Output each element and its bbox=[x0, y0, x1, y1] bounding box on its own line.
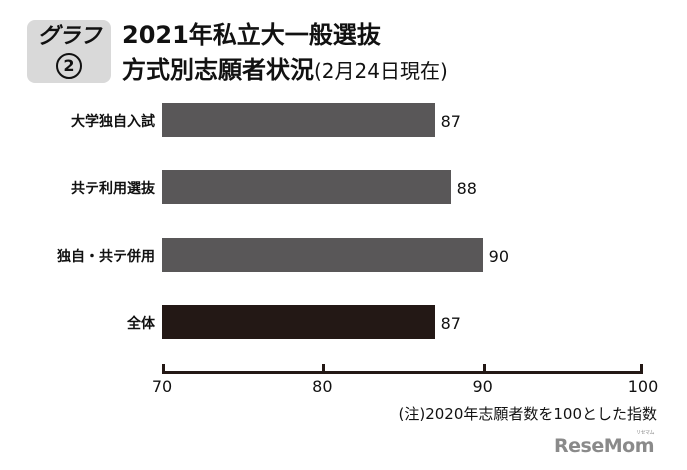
logo-kana: リセマム bbox=[635, 430, 655, 436]
category-label: 独自・共テ併用 bbox=[57, 249, 155, 265]
chart-title-main: 方式別志願者状況 bbox=[122, 56, 314, 84]
x-tick-label: 70 bbox=[151, 377, 173, 396]
resemom-logo: ReseMom リセマム bbox=[554, 430, 654, 457]
category-label: 全体 bbox=[127, 316, 155, 332]
x-tick bbox=[482, 364, 486, 373]
bar bbox=[162, 170, 451, 204]
bar bbox=[162, 238, 483, 272]
value-label: 88 bbox=[456, 179, 477, 198]
bar bbox=[162, 103, 435, 137]
chart-title-date: (2月24日現在) bbox=[314, 59, 448, 83]
value-label: 87 bbox=[440, 112, 461, 131]
x-axis bbox=[162, 371, 643, 374]
bar bbox=[162, 305, 435, 339]
x-tick bbox=[162, 364, 165, 373]
x-tick-label: 90 bbox=[472, 377, 493, 396]
category-label: 共テ利用選抜 bbox=[71, 181, 155, 197]
graph-badge: グラフ 2 bbox=[27, 20, 111, 83]
chart-title-line2: 方式別志願者状況(2月24日現在) bbox=[122, 55, 448, 86]
footnote: (注)2020年志願者数を100とした指数 bbox=[398, 405, 657, 423]
value-label: 90 bbox=[488, 247, 510, 266]
chart-title-line1: 2021年私立大一般選抜 bbox=[122, 21, 381, 49]
x-tick-label: 80 bbox=[312, 377, 333, 396]
x-tick-label: 100 bbox=[627, 377, 659, 396]
logo-text: ReseMom bbox=[554, 435, 654, 457]
badge-number: 2 bbox=[56, 53, 82, 79]
badge-label: グラフ bbox=[37, 24, 101, 49]
category-label: 大学独自入試 bbox=[71, 114, 155, 130]
value-label: 87 bbox=[440, 314, 461, 333]
x-tick bbox=[640, 364, 643, 373]
x-tick bbox=[322, 364, 326, 373]
